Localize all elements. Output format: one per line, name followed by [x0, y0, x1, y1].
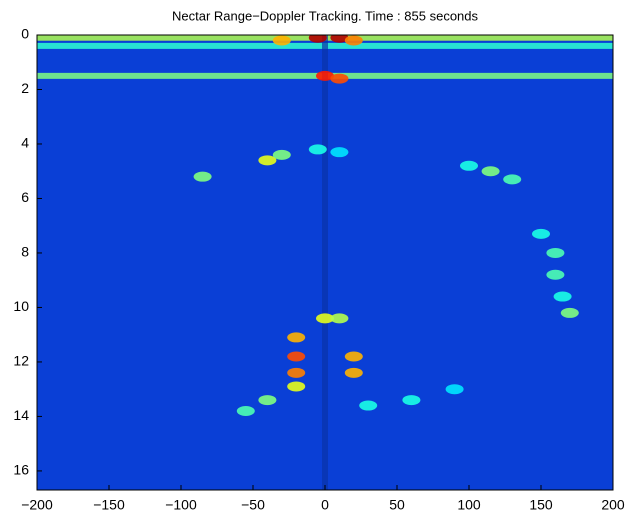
heat-spot [503, 174, 522, 185]
heat-spot [359, 400, 378, 411]
heat-spot [308, 144, 327, 155]
heat-spot [330, 147, 349, 158]
heat-spot [460, 160, 478, 171]
y-tick-label: 2 [21, 80, 29, 96]
heat-spot [258, 155, 277, 166]
heat-spot [344, 367, 363, 378]
y-tick-label: 4 [21, 135, 29, 151]
heat-spot [481, 166, 500, 177]
heat-spot [553, 291, 572, 302]
x-tick-label: −100 [165, 497, 197, 513]
heat-spot [560, 307, 579, 318]
heat-spot [272, 35, 291, 46]
center-stripe [322, 35, 328, 490]
heat-spot [532, 228, 550, 239]
x-tick-label: −200 [21, 497, 53, 513]
heat-spot [236, 405, 255, 416]
x-tick-label: 150 [529, 497, 553, 513]
x-tick-label: 200 [601, 497, 625, 513]
heat-spot [308, 35, 327, 43]
heat-spot [330, 313, 349, 324]
heat-spot [402, 395, 421, 406]
heat-spot [287, 367, 306, 378]
x-tick-label: 0 [321, 497, 329, 513]
heat-spot [287, 351, 306, 362]
heat-spot [316, 70, 334, 81]
y-tick-label: 8 [21, 244, 29, 260]
heat-spot [193, 171, 212, 182]
y-tick-label: 14 [13, 407, 29, 423]
heat-spot [546, 247, 565, 258]
chart-title: Nectar Range−Doppler Tracking. Time : 85… [172, 8, 479, 23]
x-tick-label: −150 [93, 497, 125, 513]
y-tick-label: 6 [21, 189, 29, 205]
heat-spot [330, 73, 349, 84]
heat-spot [316, 313, 334, 324]
heat-spot [258, 395, 277, 406]
x-tick-label: 50 [389, 497, 405, 513]
y-tick-label: 0 [21, 26, 29, 42]
x-tick-label: 100 [457, 497, 481, 513]
heat-spot [272, 149, 291, 160]
heat-spot [330, 35, 349, 43]
y-tick-label: 10 [13, 298, 29, 314]
y-tick-label: 12 [13, 353, 29, 369]
y-tick-label: 16 [13, 462, 29, 478]
heat-spot [344, 351, 363, 362]
heat-spot [287, 381, 306, 392]
x-tick-label: −50 [241, 497, 265, 513]
heatmap [37, 35, 613, 490]
heat-spot [344, 35, 363, 46]
heat-spot [445, 384, 464, 395]
heat-spot [287, 332, 306, 343]
heat-spot [546, 269, 565, 280]
